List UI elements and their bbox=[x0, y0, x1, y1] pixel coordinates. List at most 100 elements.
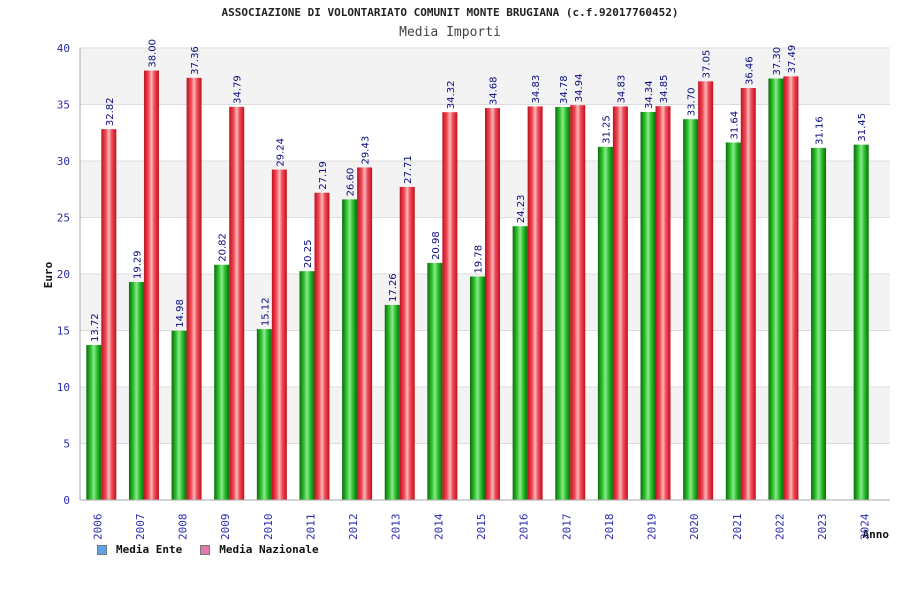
x-tick-label: 2016 bbox=[518, 514, 531, 541]
bar-media-nazionale bbox=[442, 112, 458, 501]
bar-media-ente bbox=[512, 226, 528, 501]
chart-title: ASSOCIAZIONE DI VOLONTARIATO COMUNIT MON… bbox=[221, 6, 679, 19]
x-tick-label: 2008 bbox=[177, 514, 190, 541]
bar-media-ente bbox=[853, 144, 869, 501]
legend-swatch-nazionale bbox=[200, 544, 211, 555]
bar-media-nazionale bbox=[612, 106, 628, 501]
y-axis-label: Euro bbox=[42, 261, 55, 288]
y-tick-label: 30 bbox=[57, 155, 70, 168]
x-tick-label: 2020 bbox=[688, 514, 701, 541]
bar-media-nazionale bbox=[357, 167, 373, 501]
bar-media-nazionale bbox=[570, 105, 586, 500]
bar-media-nazionale bbox=[101, 129, 117, 500]
data-label: 19.78 bbox=[474, 245, 485, 274]
data-label: 34.78 bbox=[559, 75, 570, 104]
data-label: 31.16 bbox=[815, 116, 826, 145]
data-label: 15.12 bbox=[260, 298, 271, 327]
x-tick-label: 2006 bbox=[91, 514, 104, 541]
data-label: 34.68 bbox=[489, 76, 500, 105]
y-tick-label: 15 bbox=[57, 325, 70, 338]
data-label: 37.36 bbox=[190, 46, 201, 75]
bar-media-nazionale bbox=[229, 106, 245, 501]
data-label: 27.71 bbox=[403, 155, 414, 184]
bar-media-nazionale bbox=[740, 88, 756, 500]
bar-media-nazionale bbox=[271, 169, 287, 500]
data-label: 29.43 bbox=[361, 136, 372, 165]
bar-media-ente bbox=[256, 329, 272, 500]
bar-media-ente bbox=[555, 106, 571, 501]
axes: Euro Anno 0 5 10 15 20 25 30 35 40 2006 2007 2008 20… bbox=[42, 42, 890, 541]
legend-item-nazionale: Media Nazionale bbox=[200, 543, 319, 556]
bar-media-nazionale bbox=[698, 81, 714, 501]
data-label: 20.98 bbox=[431, 231, 442, 260]
bar-media-ente bbox=[214, 264, 230, 500]
data-label: 31.25 bbox=[601, 115, 612, 144]
bar-media-ente bbox=[86, 344, 102, 500]
bars bbox=[86, 70, 869, 501]
bar-media-ente bbox=[171, 330, 187, 500]
bar-media-ente bbox=[683, 119, 699, 500]
legend-item-ente: Media Ente bbox=[97, 543, 182, 556]
y-tick-label: 0 bbox=[63, 494, 70, 507]
data-label: 37.49 bbox=[787, 45, 798, 74]
x-tick-label: 2007 bbox=[134, 514, 147, 541]
x-axis-label: Anno bbox=[863, 528, 890, 541]
x-tick-label: 2022 bbox=[773, 514, 786, 541]
data-label: 13.72 bbox=[90, 313, 101, 342]
data-label: 34.83 bbox=[531, 75, 542, 104]
data-label: 27.19 bbox=[318, 161, 329, 190]
data-label: 34.79 bbox=[233, 75, 244, 104]
bar-media-ente bbox=[725, 142, 741, 500]
data-label: 19.29 bbox=[132, 250, 143, 279]
data-label: 34.34 bbox=[644, 80, 655, 109]
data-label: 20.82 bbox=[218, 233, 229, 262]
data-label: 31.64 bbox=[729, 111, 740, 140]
x-tick-label: 2014 bbox=[432, 513, 445, 540]
y-tick-label: 40 bbox=[57, 42, 70, 55]
bar-media-nazionale bbox=[314, 192, 330, 501]
bar-media-ente bbox=[128, 282, 144, 500]
data-label: 36.46 bbox=[744, 56, 755, 85]
bar-media-nazionale bbox=[143, 70, 159, 500]
data-label: 17.26 bbox=[388, 273, 399, 302]
bar-media-ente bbox=[470, 276, 485, 500]
bar-media-ente bbox=[811, 147, 827, 500]
data-label: 34.83 bbox=[616, 75, 627, 104]
chart-subtitle: Media Importi bbox=[399, 25, 501, 40]
y-tick-label: 25 bbox=[57, 212, 70, 225]
bar-media-nazionale bbox=[186, 77, 202, 500]
data-label: 32.82 bbox=[105, 97, 116, 126]
bar-media-nazionale bbox=[399, 186, 415, 500]
data-label: 31.45 bbox=[857, 113, 868, 142]
data-label: 20.25 bbox=[303, 240, 314, 269]
x-tick-label: 2013 bbox=[390, 514, 403, 541]
data-label: 37.30 bbox=[772, 47, 783, 76]
x-tick-label: 2012 bbox=[347, 514, 360, 541]
bar-media-ente bbox=[384, 304, 400, 500]
data-label: 34.32 bbox=[446, 81, 457, 110]
data-label: 24.23 bbox=[516, 195, 527, 224]
y-tick-label: 5 bbox=[63, 438, 70, 451]
x-tick-label: 2011 bbox=[304, 514, 317, 541]
x-tick-label: 2023 bbox=[816, 514, 829, 541]
x-tick-label: 2019 bbox=[646, 514, 659, 541]
y-tick-label: 10 bbox=[57, 381, 70, 394]
y-tick-label: 35 bbox=[57, 99, 70, 112]
bar-media-nazionale bbox=[783, 76, 799, 500]
x-tick-label: 2024 bbox=[859, 513, 872, 540]
data-label: 33.70 bbox=[687, 88, 698, 117]
data-labels: 13.72 32.82 19.29 38.00 14.98 37.36 20.82 34.79… bbox=[90, 39, 868, 342]
bar-media-ente bbox=[342, 199, 358, 501]
data-label: 37.05 bbox=[702, 50, 713, 79]
bar-media-ente bbox=[597, 146, 613, 500]
bar-media-ente bbox=[768, 78, 784, 500]
data-label: 26.60 bbox=[346, 168, 357, 197]
x-tick-label: 2010 bbox=[262, 514, 275, 541]
legend-swatch-ente bbox=[97, 544, 107, 555]
data-label: 14.98 bbox=[175, 299, 186, 328]
data-label: 34.94 bbox=[574, 74, 585, 103]
bar-media-ente bbox=[299, 271, 315, 500]
x-tick-label: 2017 bbox=[560, 514, 573, 541]
x-tick-label: 2009 bbox=[219, 514, 232, 541]
